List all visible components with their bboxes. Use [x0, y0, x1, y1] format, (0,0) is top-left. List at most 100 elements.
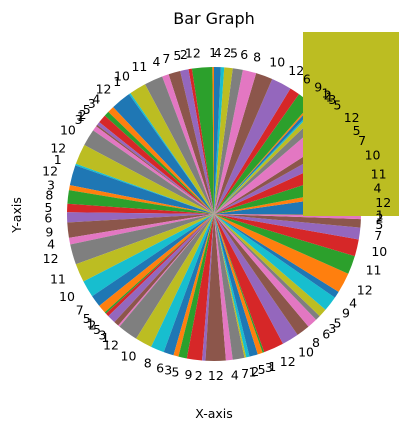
pie-slice — [205, 214, 226, 361]
pie-slice — [214, 111, 326, 214]
pie-slice-label: 1 — [101, 330, 109, 345]
pie-slice — [214, 214, 309, 335]
pie-slice-label: 3 — [75, 112, 83, 127]
pie-slice-label: 11 — [371, 166, 387, 181]
pie-slice — [173, 214, 214, 357]
pie-slice — [108, 214, 214, 323]
pie-slice-label: 4 — [374, 180, 382, 195]
pie-slice-label: 11 — [50, 271, 66, 286]
pie-slice-label: 1 — [268, 359, 276, 374]
pie-slice-label: 10 — [114, 68, 130, 83]
pie-slice — [75, 214, 215, 282]
pie-slice-label: 3 — [328, 92, 336, 107]
pie-slice — [214, 214, 247, 358]
pie-slice-label: 2 — [223, 45, 231, 60]
pie-slice — [188, 68, 214, 215]
pie-slice-label: 1 — [87, 315, 95, 330]
pie-slice — [214, 214, 298, 344]
pie-slice — [214, 214, 361, 228]
pie-slice-overflow — [303, 32, 399, 216]
pie-slice-label: 1 — [322, 86, 330, 101]
pie-slice — [202, 214, 214, 361]
pie-slice — [186, 214, 214, 361]
pie-slice — [104, 111, 214, 214]
pie-slice-label: 9 — [45, 224, 53, 239]
pie-slice — [75, 144, 215, 214]
pie-slice-label: 7 — [76, 302, 84, 317]
pie-slice-label: 5 — [93, 322, 101, 337]
pie-slice-label: 7 — [374, 228, 382, 243]
pie-slice — [99, 214, 214, 313]
pie-slice-label: 10 — [371, 244, 387, 259]
pie-slice — [214, 67, 225, 214]
pie-slice-label: 2 — [79, 107, 87, 122]
pie-slice — [214, 88, 300, 214]
pie-slice-label: 5 — [334, 98, 342, 113]
pie-slice — [214, 214, 349, 292]
pie-slice — [105, 214, 214, 317]
pie-slice-label: 8 — [253, 50, 261, 65]
pie-slice — [151, 214, 214, 353]
pie-slice — [67, 212, 214, 223]
pie-slice-label: 5 — [44, 200, 52, 215]
pie-slice-label: 5 — [83, 311, 91, 326]
pie-slice-label: 5 — [230, 46, 238, 61]
pie-slice — [214, 214, 245, 360]
pie-slice-label: 5 — [83, 102, 91, 117]
pie-slice-label: 4 — [92, 92, 100, 107]
pie-slice-label: 11 — [131, 59, 147, 74]
pie-slice — [214, 214, 359, 257]
pie-slice — [214, 79, 291, 215]
pie-slice-label: 6 — [44, 210, 52, 225]
pie-slice — [214, 104, 315, 214]
pie-slice — [130, 84, 214, 215]
pie-slice-label: 12 — [288, 63, 304, 78]
pie-slice — [214, 94, 312, 214]
pie-slice — [214, 67, 233, 214]
pie-slice — [96, 124, 214, 214]
pie-slice — [69, 165, 215, 214]
pie-slice — [212, 67, 214, 214]
pie-slice-label: 2 — [180, 47, 188, 62]
pie-slice — [168, 70, 214, 215]
pie-slice-label: 2 — [88, 317, 96, 332]
pie-slice — [97, 122, 214, 214]
pie-slices — [67, 32, 399, 361]
pie-slice-labels: 1241110751253121961210865241122574111011… — [42, 45, 391, 383]
pie-slice — [214, 214, 320, 320]
pie-slice-label: 2 — [195, 368, 203, 383]
pie-slice-label: 8 — [312, 335, 320, 350]
pie-slice — [83, 214, 214, 297]
pie-slice-label: 10 — [365, 148, 381, 163]
pie-slice — [214, 214, 263, 355]
pie-slice-label: 12 — [344, 110, 360, 125]
pie-slice — [191, 67, 214, 214]
pie-slice-label: 5 — [258, 362, 266, 377]
pie-slice-label: 6 — [303, 71, 311, 86]
pie-slice-label: 3 — [328, 321, 336, 336]
pie-slice — [162, 74, 214, 214]
pie-slice — [214, 214, 326, 317]
pie-slice-label: 9 — [184, 367, 192, 382]
pie-slice-label: 1 — [326, 90, 334, 105]
pie-slice-label: 5 — [334, 315, 342, 330]
pie-slice — [67, 190, 214, 214]
pie-slice — [67, 203, 214, 214]
pie-slice-label: 8 — [144, 356, 152, 371]
pie-slice — [113, 94, 214, 214]
pie-slice-label: 1 — [249, 364, 257, 379]
pie-slice-label: 12 — [96, 81, 112, 96]
pie-slice — [93, 126, 214, 214]
pie-slice-label: 10 — [60, 122, 76, 137]
pie-slice-label: 11 — [366, 263, 382, 278]
pie-slice — [67, 214, 214, 238]
pie-slice — [84, 130, 215, 214]
pie-slice-label: 7 — [358, 133, 366, 148]
pie-slice-label: 7 — [241, 366, 249, 381]
pie-slice-label: 3 — [99, 327, 107, 342]
pie-slice-label: 12 — [103, 337, 119, 352]
pie-slice-label: 12 — [280, 354, 296, 369]
pie-slice — [214, 214, 265, 353]
pie-slice-label: 12 — [357, 282, 373, 297]
